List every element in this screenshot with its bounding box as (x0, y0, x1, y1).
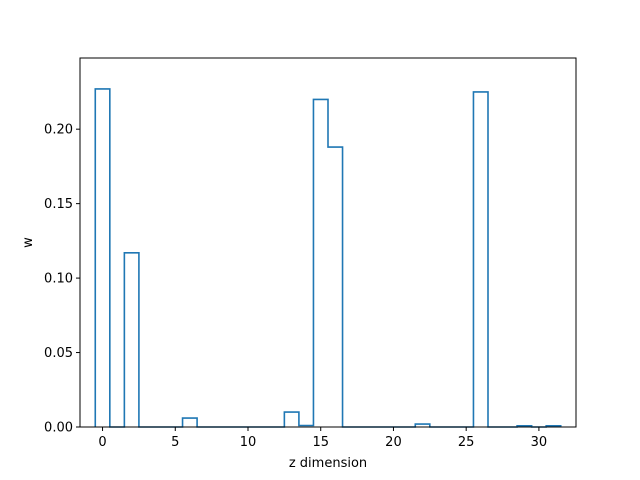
x-tick-label: 15 (312, 435, 329, 450)
y-axis-ticks: 0.00 0.05 0.10 0.15 0.20 (44, 123, 80, 436)
x-tick-label: 25 (458, 435, 475, 450)
y-axis-label: w (21, 237, 36, 248)
y-tick-label: 0.15 (44, 197, 73, 212)
bin-bar (124, 253, 139, 427)
x-tick-label: 0 (98, 435, 106, 450)
x-tick-label: 5 (171, 435, 179, 450)
bin-bar (95, 89, 110, 427)
bin-bar (284, 412, 299, 427)
bin-bar (473, 92, 488, 427)
plot-area (79, 57, 577, 428)
y-tick-label: 0.00 (44, 421, 73, 436)
x-axis-label: z dimension (289, 456, 367, 471)
bin-bar (328, 147, 343, 427)
axes-frame (79, 57, 577, 428)
x-tick-label: 10 (240, 435, 257, 450)
x-tick-label: 20 (385, 435, 402, 450)
bin-bar (313, 99, 328, 427)
x-tick-label: 30 (531, 435, 548, 450)
y-tick-label: 0.05 (44, 346, 73, 361)
y-tick-label: 0.10 (44, 272, 73, 287)
bin-bar (183, 418, 198, 427)
y-tick-label: 0.20 (44, 123, 73, 138)
x-axis-ticks: 0 5 10 15 20 25 30 (98, 427, 547, 450)
